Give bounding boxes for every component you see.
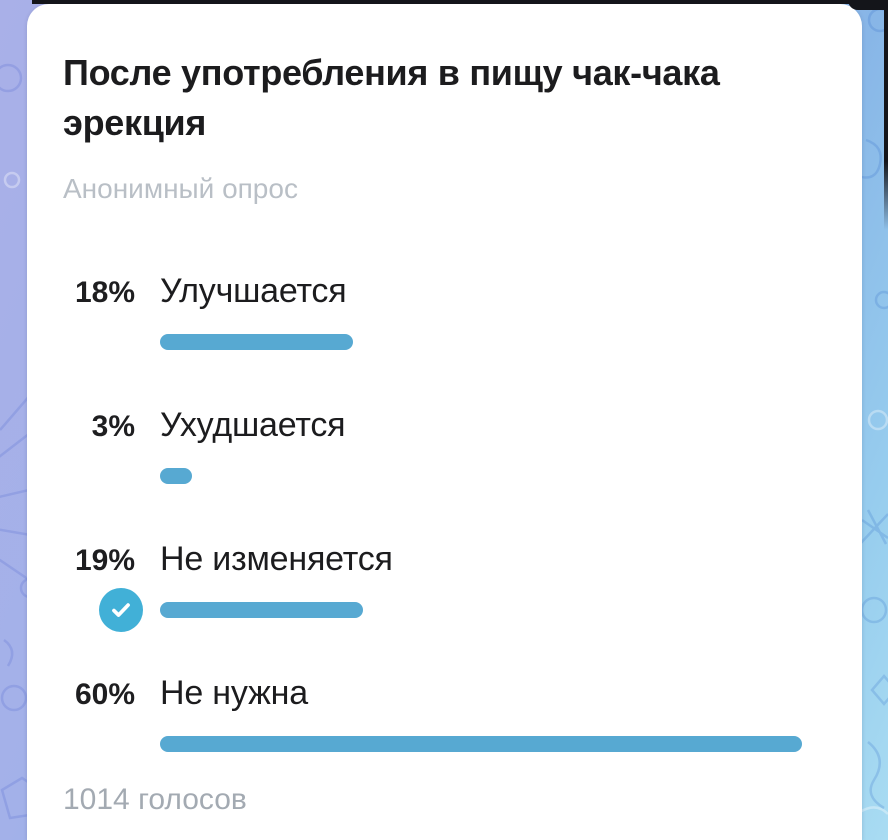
option-result-bar	[160, 334, 353, 350]
poll-type-label: Анонимный опрос	[63, 173, 298, 204]
poll-message-bubble[interactable]: После употребления в пищу чак-чака эрекц…	[27, 4, 862, 840]
option-result-bar	[160, 736, 802, 752]
poll: После употребления в пищу чак-чака эрекц…	[27, 4, 862, 818]
option-percent: 19%	[74, 544, 135, 577]
poll-question: После употребления в пищу чак-чака эрекц…	[63, 52, 720, 143]
option-label: Улучшается	[160, 272, 347, 310]
crop-artifact-right-edge	[884, 0, 888, 230]
option-percent: 18%	[74, 276, 135, 309]
crop-artifact-top-right-edge	[848, 0, 888, 10]
poll-vote-count: 1014 голосов	[63, 783, 247, 816]
option-label: Ухудшается	[160, 406, 346, 444]
option-label: Не нужна	[160, 674, 308, 712]
poll-option[interactable]: 60% Не нужна	[63, 672, 822, 752]
option-result-bar	[160, 602, 363, 618]
poll-options: 18% Улучшается 3% Ухудшается	[63, 270, 822, 752]
poll-option[interactable]: 18% Улучшается	[63, 270, 822, 350]
poll-option[interactable]: 19% Не изменяется	[63, 538, 822, 632]
option-percent: 3%	[91, 410, 135, 443]
crop-artifact-top-edge	[32, 0, 850, 4]
option-result-bar	[160, 468, 192, 484]
voted-check-icon	[99, 588, 143, 632]
option-label: Не изменяется	[160, 540, 393, 578]
poll-option[interactable]: 3% Ухудшается	[63, 404, 822, 484]
option-percent: 60%	[74, 678, 135, 711]
